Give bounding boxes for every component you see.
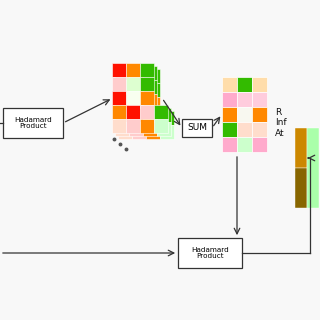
Bar xyxy=(295,128,307,168)
Bar xyxy=(115,108,129,122)
Bar xyxy=(252,92,267,107)
Bar xyxy=(222,137,237,152)
Bar xyxy=(252,122,267,137)
Bar xyxy=(3,108,63,138)
Bar xyxy=(237,122,252,137)
Bar xyxy=(118,69,132,83)
Bar xyxy=(132,111,146,125)
Bar xyxy=(146,69,160,83)
Bar xyxy=(295,168,307,208)
Bar xyxy=(140,77,154,91)
Bar xyxy=(160,125,174,139)
Bar xyxy=(112,91,126,105)
Bar xyxy=(126,63,140,77)
Bar xyxy=(146,83,160,97)
Text: R
Inf
At: R Inf At xyxy=(275,108,287,138)
Bar xyxy=(222,77,237,92)
Bar xyxy=(140,63,154,77)
Bar xyxy=(222,122,237,137)
Text: SUM: SUM xyxy=(187,124,207,132)
Bar xyxy=(140,119,154,133)
Bar xyxy=(132,69,146,83)
Bar xyxy=(178,238,242,268)
Bar xyxy=(237,107,252,122)
Bar xyxy=(143,66,157,80)
Bar xyxy=(146,111,160,125)
Bar xyxy=(112,105,126,119)
Bar xyxy=(129,108,143,122)
Bar xyxy=(126,91,140,105)
Bar xyxy=(143,94,157,108)
Bar xyxy=(129,94,143,108)
Bar xyxy=(132,83,146,97)
Bar xyxy=(118,83,132,97)
Bar xyxy=(126,119,140,133)
Bar xyxy=(118,111,132,125)
Bar xyxy=(132,125,146,139)
Bar xyxy=(112,63,126,77)
Bar xyxy=(115,66,129,80)
Bar xyxy=(252,77,267,92)
Bar xyxy=(112,77,126,91)
Bar xyxy=(118,125,132,139)
Bar xyxy=(146,125,160,139)
Bar xyxy=(115,122,129,136)
Bar xyxy=(307,128,319,208)
Bar xyxy=(252,107,267,122)
Bar xyxy=(252,137,267,152)
Bar xyxy=(146,97,160,111)
Bar xyxy=(182,119,212,137)
Bar xyxy=(126,77,140,91)
Bar xyxy=(115,80,129,94)
Bar xyxy=(222,92,237,107)
Bar xyxy=(157,122,171,136)
Bar xyxy=(140,91,154,105)
Bar xyxy=(143,108,157,122)
Bar xyxy=(222,107,237,122)
Bar xyxy=(126,105,140,119)
Bar xyxy=(154,105,168,119)
Text: Hadamard
Product: Hadamard Product xyxy=(14,116,52,130)
Bar xyxy=(112,119,126,133)
Text: Hadamard
Product: Hadamard Product xyxy=(191,246,229,260)
Bar xyxy=(237,92,252,107)
Bar xyxy=(129,122,143,136)
Bar xyxy=(143,122,157,136)
Bar xyxy=(237,77,252,92)
Bar xyxy=(157,108,171,122)
Bar xyxy=(154,119,168,133)
Bar xyxy=(160,111,174,125)
Bar xyxy=(129,66,143,80)
Bar xyxy=(129,80,143,94)
Bar xyxy=(237,137,252,152)
Bar xyxy=(115,94,129,108)
Bar xyxy=(118,97,132,111)
Bar xyxy=(132,97,146,111)
Bar xyxy=(140,105,154,119)
Bar xyxy=(143,80,157,94)
